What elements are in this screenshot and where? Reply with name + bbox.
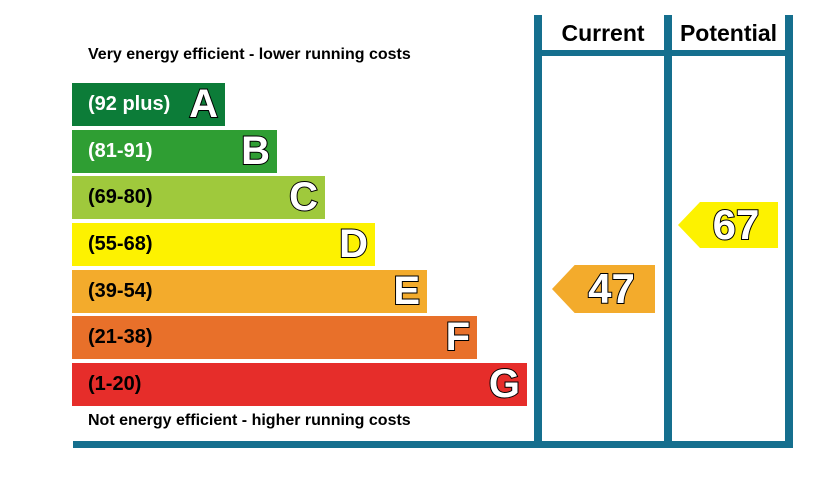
table-border-middle: [664, 15, 672, 442]
band-e: (39-54) E: [72, 269, 427, 314]
band-c-range-label: (69-80): [88, 186, 153, 208]
bottom-caption: Not energy efficient - higher running co…: [88, 412, 411, 429]
chart-bottom-border: [73, 441, 793, 448]
band-g: (1-20) G: [72, 362, 527, 407]
band-b-range-label: (81-91): [88, 140, 153, 162]
top-caption: Very energy efficient - lower running co…: [88, 46, 411, 63]
current-rating-arrow: 47: [552, 265, 655, 313]
band-f-letter: F: [445, 315, 471, 360]
potential-rating-value: 67: [712, 201, 761, 248]
band-d-range-label: (55-68): [88, 233, 153, 255]
band-e-range-label: (39-54): [88, 280, 153, 302]
band-b-letter: B: [240, 129, 271, 174]
current-rating-value: 47: [587, 265, 636, 312]
band-g-letter: G: [488, 362, 521, 407]
band-d: (55-68) D: [72, 222, 375, 267]
band-f-range-label: (21-38): [88, 326, 153, 348]
band-f: (21-38) F: [72, 315, 477, 360]
band-a: (92 plus) A: [72, 82, 225, 127]
band-a-letter: A: [188, 82, 219, 127]
band-g-range-label: (1-20): [88, 373, 142, 395]
table-border-left: [534, 15, 542, 442]
band-a-range-label: (92 plus): [88, 93, 171, 115]
band-d-letter: D: [338, 222, 369, 267]
potential-rating-arrow: 67: [678, 202, 778, 248]
potential-column-header: Potential: [679, 20, 778, 46]
band-e-letter: E: [392, 269, 421, 314]
band-c: (69-80) C: [72, 175, 325, 220]
table-border-right: [785, 15, 793, 442]
header-divider-line: [534, 50, 793, 56]
band-c-letter: C: [288, 175, 319, 220]
band-b: (81-91) B: [72, 129, 277, 174]
current-column-header: Current: [561, 20, 645, 46]
